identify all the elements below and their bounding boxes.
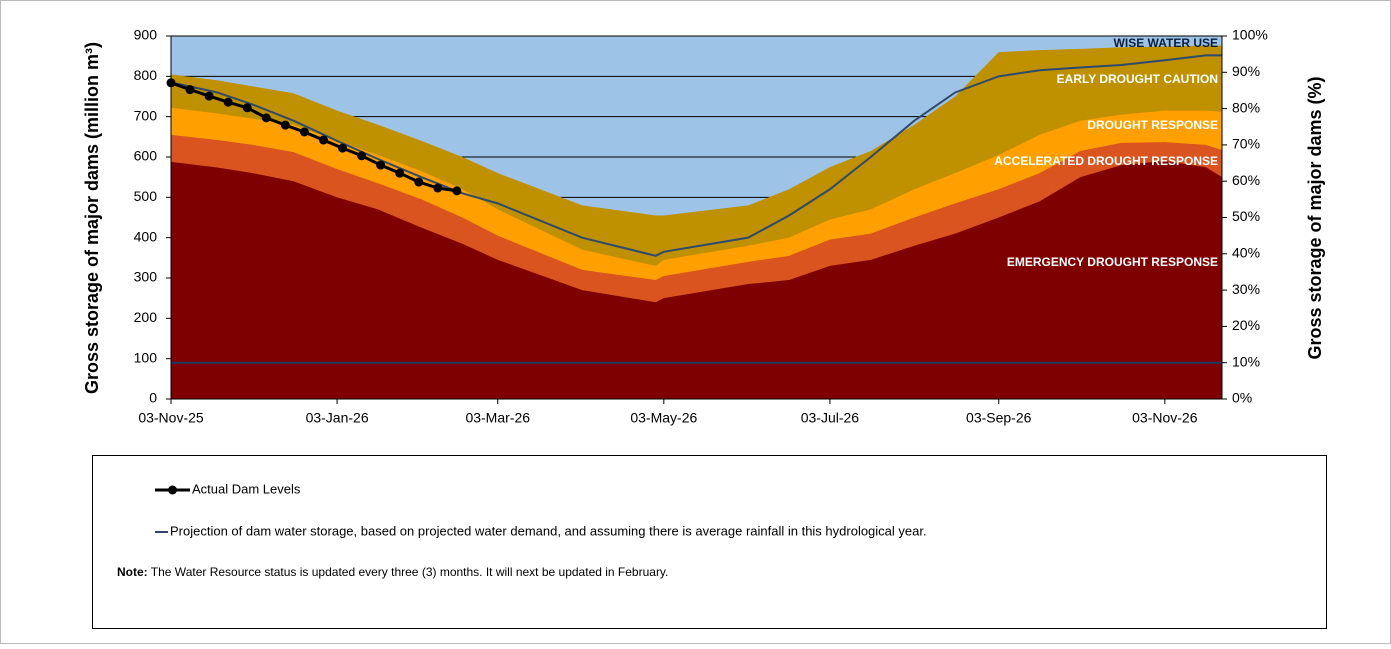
x-tick-label: 03-Jan-26 xyxy=(306,410,369,426)
data-point xyxy=(376,160,386,170)
data-point xyxy=(280,120,290,130)
y2-tick-label: 10% xyxy=(1232,353,1260,369)
legend-box xyxy=(92,455,1327,629)
y-tick-label: 700 xyxy=(134,107,158,123)
y-axis-title: Gross storage of major dams (million m³) xyxy=(82,42,102,394)
data-point xyxy=(204,91,214,101)
band-label: ACCELERATED DROUGHT RESPONSE xyxy=(994,154,1218,168)
note: Note: The Water Resource status is updat… xyxy=(117,565,668,579)
plot-area: WISE WATER USE EARLY DROUGHT CAUTION DROUG… xyxy=(166,35,1223,400)
y2-tick-label: 40% xyxy=(1232,245,1260,261)
y-tick-label: 100 xyxy=(134,349,158,365)
y2-axis-title: Gross storage of major dams (%) xyxy=(1305,76,1325,359)
band-label: EMERGENCY DROUGHT RESPONSE xyxy=(1007,255,1218,269)
data-point xyxy=(338,143,348,153)
band-label: DROUGHT RESPONSE xyxy=(1087,118,1218,132)
band-label: EARLY DROUGHT CAUTION xyxy=(1057,72,1218,86)
x-tick-label: 03-Sep-26 xyxy=(966,410,1032,426)
note-label: Note: xyxy=(117,565,148,579)
y-tick-label: 400 xyxy=(134,228,158,244)
y2-tick-label: 100% xyxy=(1232,27,1268,43)
y2-tick-label: 30% xyxy=(1232,281,1260,297)
data-point xyxy=(261,113,271,123)
data-point xyxy=(357,151,367,161)
x-tick-label: 03-Nov-26 xyxy=(1132,410,1198,426)
data-point xyxy=(433,183,443,193)
y2-tick-label: 50% xyxy=(1232,208,1260,224)
data-point xyxy=(395,168,405,178)
y2-tick-label: 90% xyxy=(1232,63,1260,79)
legend-text: Projection of dam water storage, based o… xyxy=(170,523,927,538)
data-point xyxy=(414,177,424,187)
band-area xyxy=(171,161,1222,399)
y2-tick-label: 80% xyxy=(1232,99,1260,115)
legend-marker xyxy=(168,485,177,495)
data-point xyxy=(299,127,309,137)
y2-tick-label: 60% xyxy=(1232,172,1260,188)
data-point xyxy=(185,85,195,95)
series-line xyxy=(170,81,458,193)
note-text: The Water Resource status is updated eve… xyxy=(151,565,669,579)
y-tick-label: 500 xyxy=(134,188,158,204)
x-tick-label: 03-Mar-26 xyxy=(465,410,530,426)
band-label: WISE WATER USE xyxy=(1114,36,1218,50)
x-tick-label: 03-Jul-26 xyxy=(801,410,860,426)
y-tick-label: 900 xyxy=(134,27,158,43)
y-tick-label: 800 xyxy=(134,67,158,83)
y-tick-label: 600 xyxy=(134,148,158,164)
x-tick-label: 03-Nov-25 xyxy=(138,410,204,426)
y-tick-label: 0 xyxy=(149,390,157,406)
y2-tick-label: 0% xyxy=(1232,390,1252,406)
legend-text: Actual Dam Levels xyxy=(192,481,301,496)
y-tick-label: 300 xyxy=(134,269,158,285)
y2-tick-label: 20% xyxy=(1232,317,1260,333)
data-point xyxy=(452,186,462,196)
series-line xyxy=(170,54,1222,257)
y2-tick-label: 70% xyxy=(1232,136,1260,152)
x-tick-label: 03-May-26 xyxy=(630,410,697,426)
data-point xyxy=(223,97,233,107)
data-point xyxy=(242,103,252,113)
y-tick-label: 200 xyxy=(134,309,158,325)
data-point xyxy=(318,135,328,145)
